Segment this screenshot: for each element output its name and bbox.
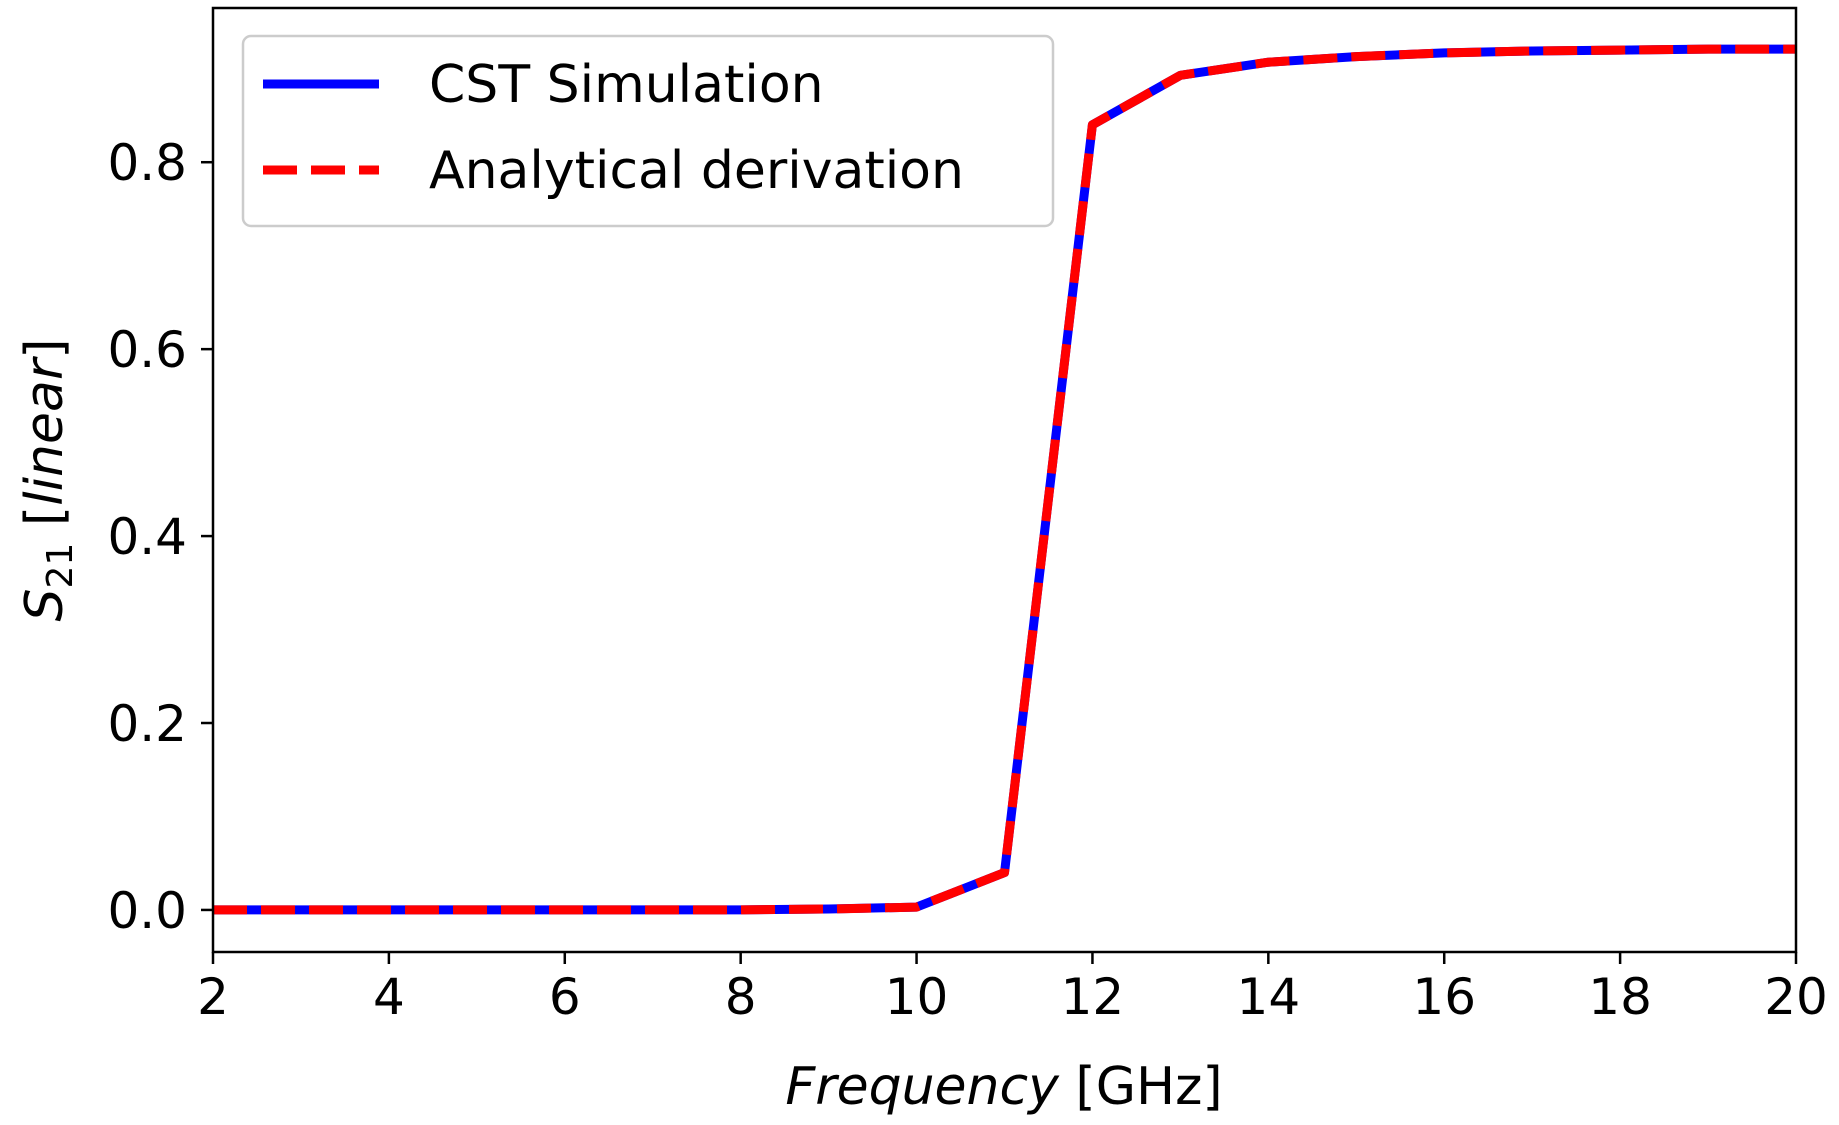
- y-axis-title-unit: linear: [15, 355, 75, 506]
- y-axis-title: S21 [linear]: [15, 338, 81, 621]
- plot-frame: [211, 6, 1798, 954]
- y-tick-label: 0.2: [107, 695, 187, 753]
- x-tick-label: 4: [373, 968, 405, 1026]
- x-tick-label: 2: [197, 968, 229, 1026]
- legend: CST Simulation Analytical derivation: [241, 34, 1055, 228]
- y-axis-title-subscript: 21: [40, 543, 81, 589]
- legend-label-analytical-derivation: Analytical derivation: [429, 141, 964, 201]
- legend-box: [241, 34, 1055, 228]
- y-axis-title-symbol: S: [15, 589, 75, 622]
- x-tick-label: 20: [1764, 968, 1828, 1026]
- y-axis-title-bracket-close: ]: [15, 338, 75, 358]
- series-line-1: [213, 44, 1796, 915]
- legend-label-cst-simulation: CST Simulation: [429, 55, 824, 115]
- y-tick-label: 0.8: [107, 134, 187, 192]
- x-tick-label: 10: [885, 968, 949, 1026]
- x-tick-label: 16: [1412, 968, 1476, 1026]
- x-tick-label: 8: [725, 968, 757, 1026]
- y-tick-label: 0.6: [107, 321, 187, 379]
- x-axis-title-unit: [GHz]: [1059, 1057, 1223, 1117]
- x-tick-label: 12: [1061, 968, 1125, 1026]
- ticks-layer: 2 4 6 8 10 12 14 16 18 20 0.0 0.2 0.4 0.6 0.8: [107, 134, 1827, 1026]
- x-tick-label: 18: [1588, 968, 1652, 1026]
- y-axis-title-bracket-open: [: [15, 506, 75, 543]
- x-axis-title: Frequency [GHz]: [785, 1057, 1222, 1117]
- x-tick-label: 6: [549, 968, 581, 1026]
- series-layer: [213, 44, 1796, 915]
- y-tick-label: 0.0: [107, 882, 187, 940]
- y-tick-label: 0.4: [107, 508, 187, 566]
- x-axis-title-main: Frequency: [785, 1057, 1060, 1117]
- x-tick-label: 14: [1237, 968, 1301, 1026]
